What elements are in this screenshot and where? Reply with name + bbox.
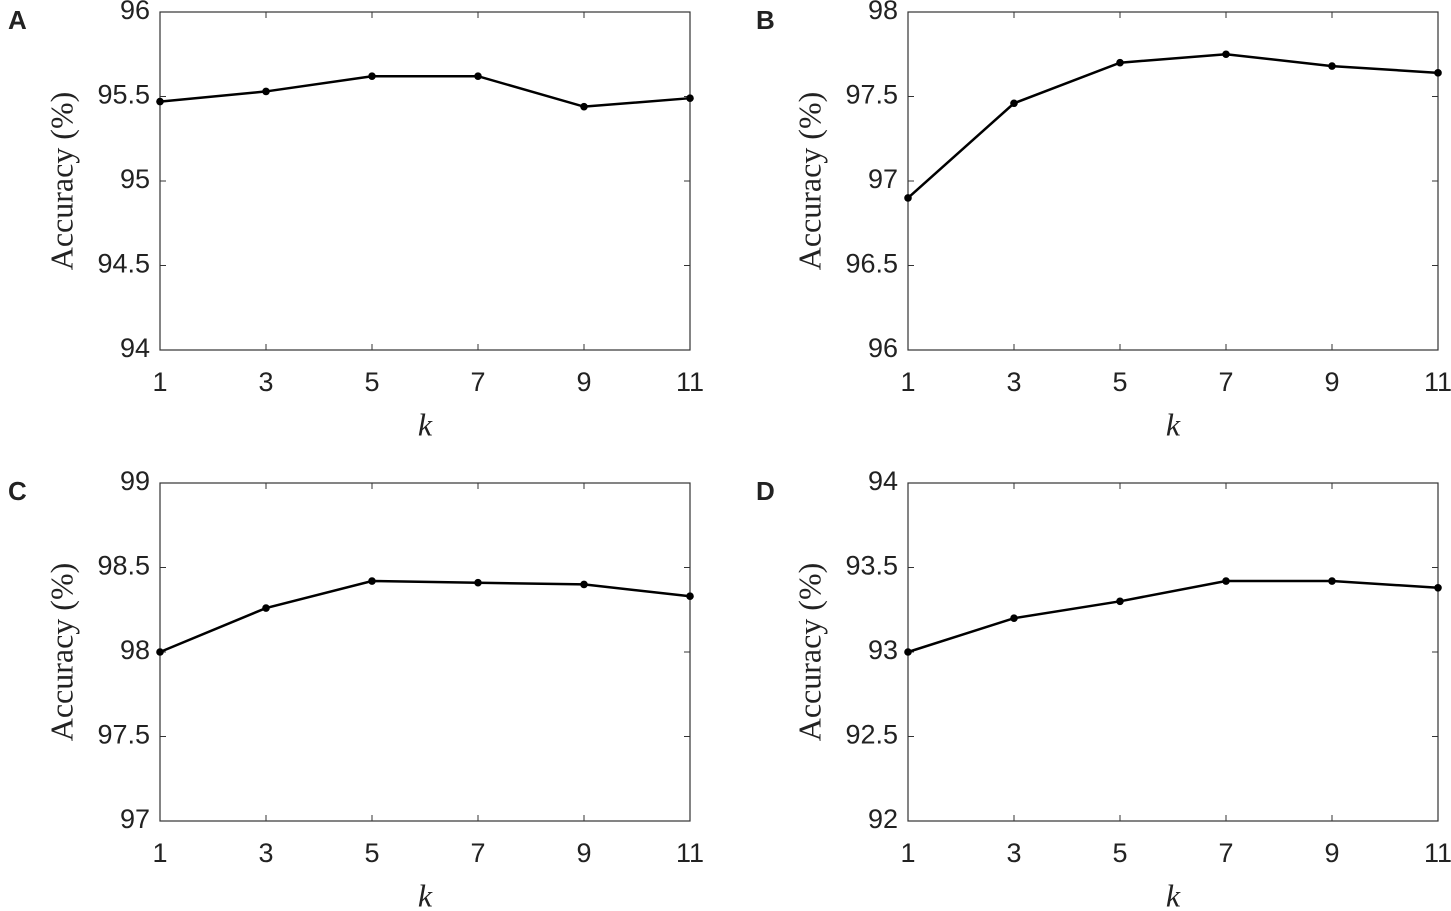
- x-tick-label: 7: [470, 367, 485, 397]
- x-tick-label: 1: [900, 838, 915, 868]
- x-tick-label: 3: [258, 838, 273, 868]
- data-point: [156, 648, 164, 656]
- y-tick-label: 98: [120, 635, 150, 665]
- x-tick-label: 9: [1324, 367, 1339, 397]
- x-tick-label: 11: [676, 838, 704, 868]
- y-tick-label: 97: [120, 804, 150, 834]
- y-tick-label: 97.5: [97, 720, 150, 750]
- x-tick-label: 11: [1424, 838, 1451, 868]
- data-point: [262, 87, 270, 96]
- x-tick-label: 1: [152, 367, 167, 397]
- x-axis-label: k: [1166, 877, 1181, 911]
- x-tick-label: 9: [576, 367, 591, 397]
- y-axis-label: Accuracy (%): [791, 563, 827, 742]
- x-tick-label: 3: [1006, 838, 1021, 868]
- data-point: [474, 578, 482, 587]
- y-tick-label: 93: [868, 635, 898, 665]
- data-point: [368, 72, 376, 81]
- data-point: [1222, 577, 1230, 585]
- x-tick-label: 11: [1424, 367, 1451, 397]
- data-line: [907, 579, 1439, 654]
- data-point: [686, 592, 694, 601]
- data-point: [1328, 62, 1336, 70]
- y-tick-label: 96.5: [845, 249, 898, 279]
- x-tick-label: 1: [152, 838, 167, 868]
- data-line: [159, 579, 691, 654]
- data-point: [904, 648, 912, 656]
- y-axis-label: Accuracy (%): [791, 92, 827, 271]
- data-point: [368, 577, 376, 585]
- x-tick-label: 5: [364, 838, 379, 868]
- data-point: [1010, 99, 1018, 108]
- axes-box: [907, 482, 1439, 822]
- panel-label: D: [756, 476, 775, 506]
- y-axis-label: Accuracy (%): [43, 92, 79, 271]
- y-tick-label: 92: [868, 804, 898, 834]
- data-point: [474, 72, 482, 81]
- y-tick-label: 95.5: [97, 80, 150, 110]
- y-tick-label: 99: [120, 466, 150, 496]
- x-tick-label: 9: [1324, 838, 1339, 868]
- panel-label: C: [8, 476, 27, 506]
- y-tick-label: 96: [120, 0, 150, 25]
- y-tick-label: 98: [868, 0, 898, 25]
- data-point: [1116, 58, 1124, 67]
- x-axis-label: k: [418, 877, 433, 911]
- x-axis-label: k: [418, 406, 433, 442]
- data-point: [580, 580, 588, 589]
- y-tick-label: 94: [120, 333, 150, 363]
- panel-label: A: [8, 5, 27, 35]
- data-point: [262, 604, 270, 612]
- y-tick-label: 97.5: [845, 80, 898, 110]
- y-tick-label: 94: [868, 466, 898, 496]
- data-point: [1328, 577, 1336, 585]
- x-tick-label: 5: [364, 367, 379, 397]
- y-tick-label: 93.5: [845, 551, 898, 581]
- x-tick-label: 3: [258, 367, 273, 397]
- x-tick-label: 3: [1006, 367, 1021, 397]
- data-point: [1222, 50, 1230, 59]
- x-tick-label: 11: [676, 367, 704, 397]
- x-tick-label: 7: [470, 838, 485, 868]
- y-tick-label: 92.5: [845, 720, 898, 750]
- data-point: [1434, 69, 1442, 77]
- y-tick-label: 95: [120, 164, 150, 194]
- y-tick-label: 97: [868, 164, 898, 194]
- data-point: [1010, 614, 1018, 622]
- data-line: [907, 52, 1439, 199]
- axes-box: [907, 11, 1439, 351]
- x-tick-label: 7: [1218, 367, 1233, 397]
- data-point: [904, 194, 912, 202]
- x-axis-label: k: [1166, 406, 1181, 442]
- y-tick-label: 98.5: [97, 551, 150, 581]
- x-tick-label: 5: [1112, 838, 1127, 868]
- y-tick-label: 94.5: [97, 249, 150, 279]
- axes-box: [159, 11, 691, 351]
- data-point: [1116, 597, 1124, 606]
- y-axis-label: Accuracy (%): [43, 563, 79, 742]
- x-tick-label: 1: [900, 367, 915, 397]
- data-line: [159, 74, 691, 108]
- axes-box: [159, 482, 691, 822]
- data-point: [1434, 583, 1442, 592]
- x-tick-label: 9: [576, 838, 591, 868]
- data-point: [580, 102, 588, 111]
- data-point: [686, 94, 694, 102]
- y-tick-label: 96: [868, 333, 898, 363]
- data-point: [156, 97, 164, 106]
- x-tick-label: 7: [1218, 838, 1233, 868]
- panel-label: B: [756, 5, 775, 35]
- x-tick-label: 5: [1112, 367, 1127, 397]
